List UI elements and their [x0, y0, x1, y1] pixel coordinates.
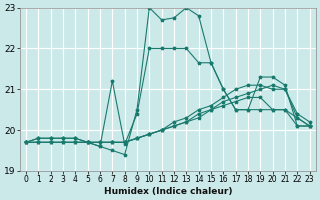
X-axis label: Humidex (Indice chaleur): Humidex (Indice chaleur) — [104, 187, 232, 196]
